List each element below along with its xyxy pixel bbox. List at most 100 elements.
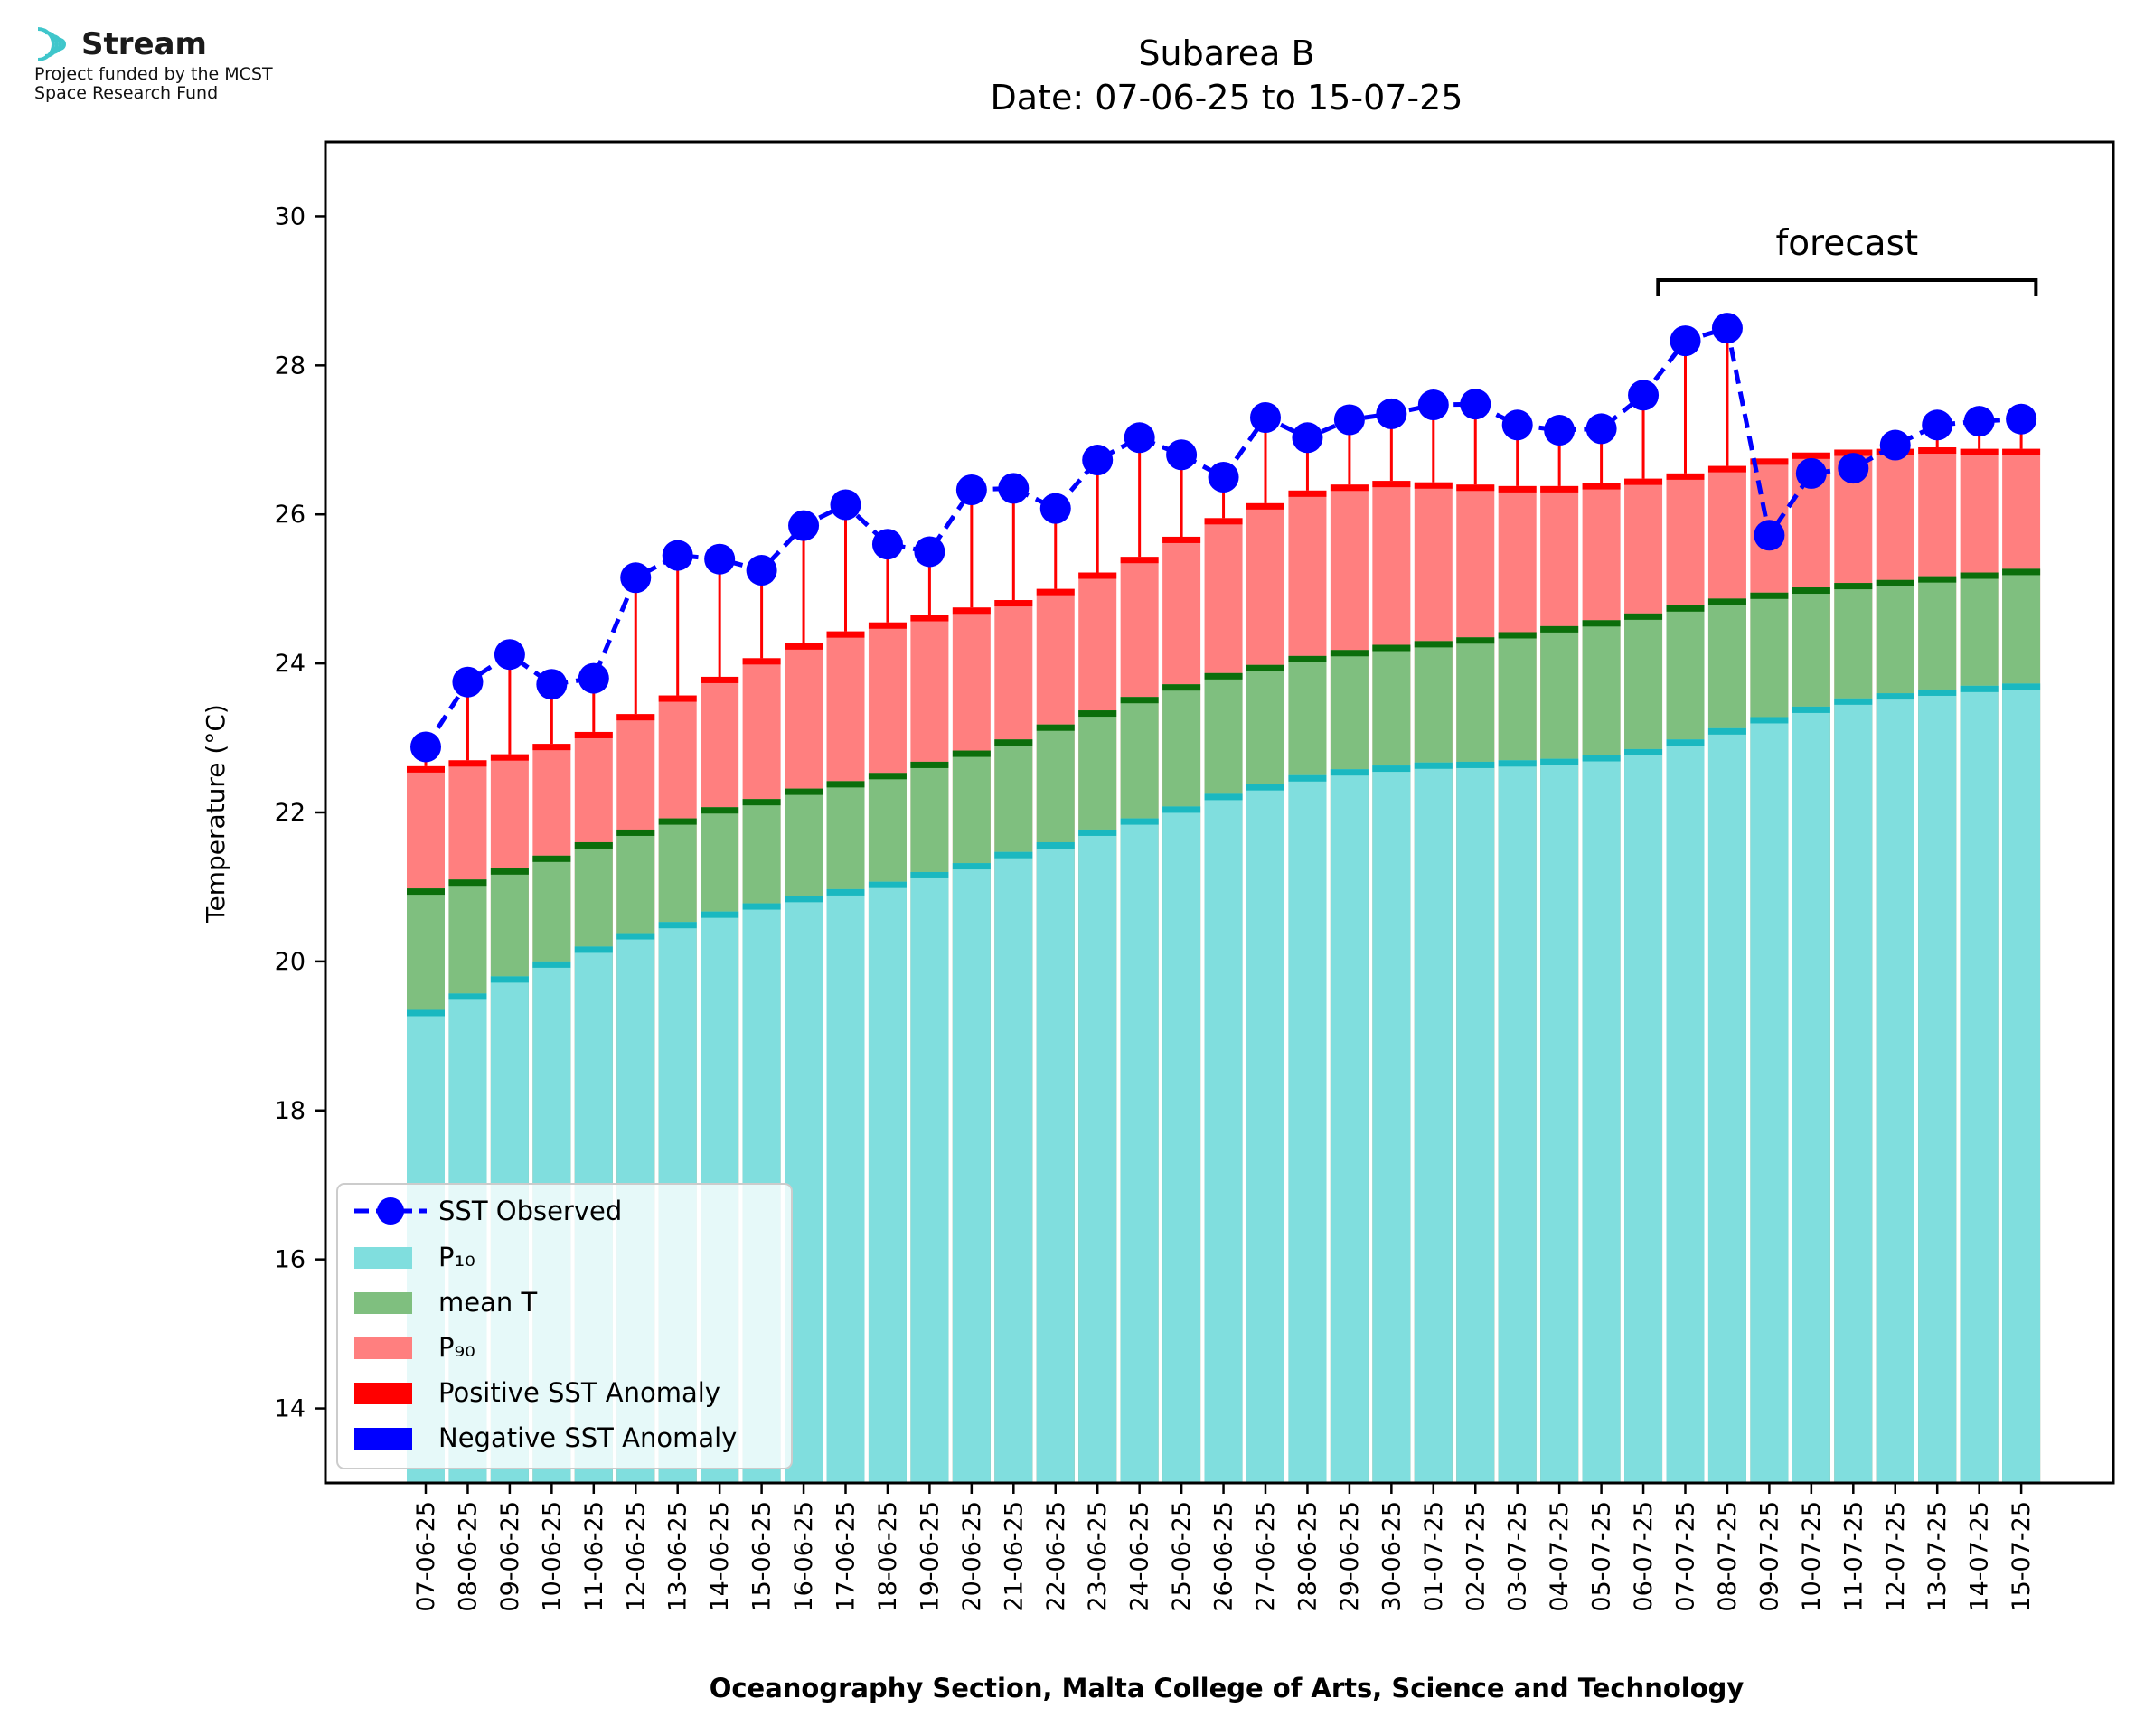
- bar-p10: [1078, 829, 1117, 1483]
- bar-p10: [1162, 806, 1201, 1483]
- sst-observed-point: [1628, 380, 1660, 411]
- bar-mean-t-edge: [658, 818, 697, 825]
- y-tick-label: 18: [275, 1097, 306, 1125]
- x-tick-label: 07-06-25: [412, 1501, 440, 1612]
- legend-label-positive-anomaly: Positive SST Anomaly: [438, 1377, 720, 1408]
- bar-p90-edge: [1078, 572, 1117, 579]
- bar-p90-edge: [701, 676, 739, 683]
- bar-mean-t-edge: [1792, 587, 1830, 595]
- legend-swatch-p90: [354, 1337, 412, 1359]
- x-tick-label: 26-06-25: [1210, 1501, 1238, 1612]
- sst-observed-point: [620, 562, 652, 594]
- bar-p10-edge: [826, 888, 865, 896]
- y-tick-label: 30: [275, 202, 306, 230]
- bar-p90-edge: [490, 754, 529, 761]
- bar-p90-edge: [448, 760, 487, 767]
- bar-mean-t-edge: [1876, 579, 1914, 586]
- bar-mean-t-edge: [1288, 655, 1327, 662]
- x-tick-label: 16-06-25: [790, 1501, 818, 1612]
- bar-p10: [1540, 758, 1579, 1483]
- sst-observed-point: [536, 669, 568, 700]
- sst-observed-point: [1460, 389, 1491, 420]
- bar-mean-t-edge: [742, 799, 781, 806]
- x-tick-label: 06-07-25: [1630, 1501, 1658, 1612]
- bar-p10: [1624, 748, 1663, 1483]
- bar-mean-t-edge: [910, 761, 949, 768]
- y-axis-label: Temperature (°C): [201, 704, 230, 924]
- bar-p10: [1120, 818, 1159, 1483]
- bar-mean-t-edge: [1918, 576, 1957, 583]
- bar-p10: [1960, 685, 1999, 1483]
- bar-p10: [1834, 698, 1873, 1483]
- bar-p90-edge: [1288, 490, 1327, 497]
- sst-observed-point: [1544, 415, 1576, 446]
- sst-observed-point: [1333, 404, 1365, 436]
- bar-p10: [1246, 784, 1284, 1483]
- sst-observed-point: [1039, 493, 1071, 524]
- bar-p10-edge: [910, 871, 949, 878]
- sst-observed-point: [1501, 409, 1533, 441]
- sst-observed-point: [1838, 453, 1869, 484]
- bar-p10: [1456, 761, 1495, 1483]
- bar-mean-t-edge: [994, 739, 1033, 746]
- bar-p10-edge: [1456, 761, 1495, 768]
- sst-observed-point: [2006, 403, 2037, 435]
- bar-p10-edge: [1707, 727, 1746, 735]
- bar-p90-edge: [742, 658, 781, 665]
- bar-p90-edge: [1498, 485, 1537, 493]
- bar-p10-edge: [952, 863, 991, 870]
- bar-p10: [910, 871, 949, 1483]
- bar-p90-edge: [952, 607, 991, 615]
- bar-mean-t-edge: [574, 841, 613, 849]
- bar-p10-edge: [1624, 748, 1663, 755]
- x-tick-label: 29-06-25: [1336, 1501, 1364, 1612]
- bar-p10: [1330, 769, 1369, 1483]
- bar-p10: [1918, 689, 1957, 1483]
- bar-mean-t-edge: [616, 829, 655, 836]
- x-tick-label: 27-06-25: [1252, 1501, 1280, 1612]
- x-tick-label: 13-07-25: [1924, 1501, 1952, 1612]
- bars-layer: [407, 447, 2041, 1484]
- sst-observed-point: [1376, 398, 1407, 429]
- sst-observed-point: [1879, 429, 1911, 461]
- bar-p90-edge: [1960, 448, 1999, 455]
- bar-p10: [952, 863, 991, 1483]
- sst-observed-point: [1585, 413, 1617, 445]
- x-tick-label: 24-06-25: [1126, 1501, 1154, 1612]
- y-tick-label: 16: [275, 1246, 306, 1274]
- x-tick-label: 20-06-25: [958, 1501, 986, 1612]
- bar-p10-edge: [532, 961, 571, 968]
- legend-label-p10: P₁₀: [438, 1242, 475, 1272]
- bar-p90-edge: [1792, 452, 1830, 459]
- bar-mean-t-edge: [1372, 644, 1411, 652]
- bar-p90-edge: [532, 744, 571, 751]
- sst-observed-point: [1250, 402, 1281, 434]
- chart-subtitle: Date: 07-06-25 to 15-07-25: [991, 78, 1463, 117]
- y-tick-label: 14: [275, 1395, 306, 1423]
- bar-p10: [1288, 774, 1327, 1483]
- bar-p90-edge: [616, 714, 655, 721]
- bar-mean-t-edge: [952, 750, 991, 757]
- sst-observed-point: [1417, 389, 1449, 421]
- logo-subtitle-line2: Space Research Fund: [34, 83, 219, 103]
- bar-p10-edge: [1120, 818, 1159, 825]
- bar-p10-edge: [2002, 683, 2041, 690]
- bar-p90-edge: [910, 615, 949, 622]
- x-tick-label: 11-07-25: [1839, 1501, 1867, 1612]
- bar-p10-edge: [1918, 689, 1957, 696]
- x-axis: 07-06-25 08-06-25 09-06-25 10-06-25 11-06-25…: [412, 1483, 2036, 1612]
- bar-p10-edge: [1582, 755, 1621, 762]
- bar-p10: [1707, 727, 1746, 1483]
- bar-p90-edge: [2002, 448, 2041, 455]
- bar-p10-edge: [574, 946, 613, 953]
- sst-observed-point: [1754, 520, 1785, 551]
- bar-p10-edge: [701, 911, 739, 918]
- sst-observed-point: [830, 489, 861, 521]
- x-tick-label: 08-07-25: [1714, 1501, 1742, 1612]
- bar-p90-edge: [785, 643, 823, 650]
- sst-observed-point: [998, 473, 1030, 504]
- bar-mean-t-edge: [701, 807, 739, 814]
- bar-mean-t-edge: [407, 888, 445, 896]
- sst-observed-point: [494, 639, 525, 671]
- x-tick-label: 10-06-25: [538, 1501, 566, 1612]
